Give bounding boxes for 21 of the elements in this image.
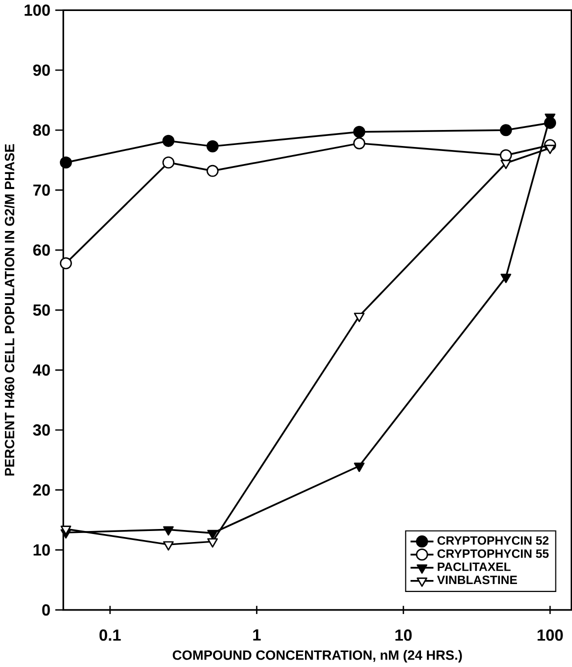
y-tick-label: 90 bbox=[33, 64, 50, 76]
y-tick-label: 20 bbox=[33, 484, 50, 496]
y-tick-label: 0 bbox=[42, 604, 50, 616]
legend-label: CRYPTOPHYCIN 55 bbox=[437, 549, 549, 558]
legend-label: PACLITAXEL bbox=[438, 562, 510, 572]
y-tick-label: 10 bbox=[34, 544, 50, 556]
y-axis-title: PERCENT H460 CELL POPULATION IN G2/M PHASE bbox=[4, 144, 14, 476]
y-tick-label: 50 bbox=[32, 304, 50, 316]
x-axis-title: COMPOUND CONCENTRATION, nM (24 HRS.) bbox=[172, 650, 462, 663]
y-tick-label: 80 bbox=[32, 124, 50, 136]
x-tick-label: 1 bbox=[253, 629, 261, 640]
x-tick-label: 100 bbox=[538, 629, 563, 641]
y-tick-label: 60 bbox=[33, 244, 50, 256]
legend-label: CRYPTOPHYCIN 52 bbox=[437, 536, 548, 545]
y-tick-label: 40 bbox=[32, 364, 50, 376]
y-tick-label: 30 bbox=[32, 424, 50, 436]
legend-label: VINBLASTINE bbox=[436, 576, 517, 584]
y-tick-label: 70 bbox=[33, 184, 50, 196]
y-tick-label: 100 bbox=[24, 4, 50, 16]
x-tick-label: 10 bbox=[395, 629, 412, 641]
x-tick-label: 0.1 bbox=[99, 629, 121, 641]
